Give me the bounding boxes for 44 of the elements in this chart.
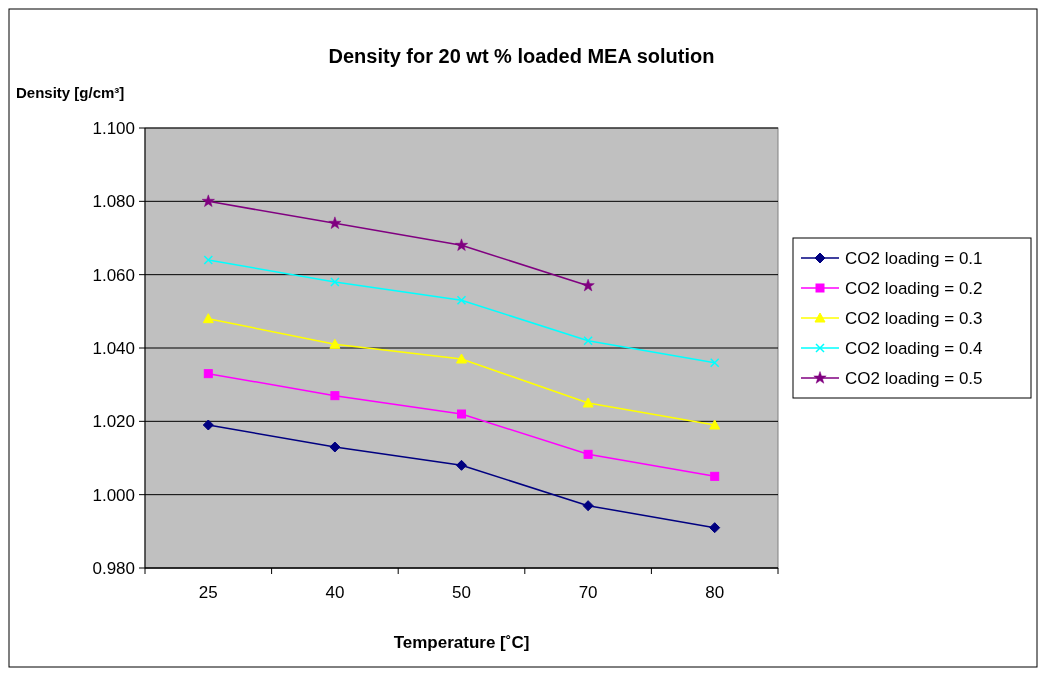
legend-label: CO2 loading = 0.3 bbox=[845, 308, 983, 328]
x-axis-title: Temperature [˚C] bbox=[393, 633, 530, 652]
point bbox=[581, 278, 595, 292]
legend-label: CO2 loading = 0.5 bbox=[845, 368, 983, 388]
y-tick-label: 1.040 bbox=[92, 338, 135, 358]
chart-title: Density for 20 wt % loaded MEA solution bbox=[328, 45, 715, 67]
point bbox=[455, 238, 468, 251]
point bbox=[203, 255, 214, 265]
point bbox=[330, 391, 340, 401]
y-tick-label: 1.060 bbox=[92, 265, 135, 285]
y-tick-label: 1.080 bbox=[92, 192, 135, 212]
x-tick-label: 25 bbox=[198, 583, 218, 602]
point bbox=[709, 419, 721, 430]
y-tick-label: 1.100 bbox=[92, 118, 135, 138]
y-axis-title: Density [g/cm³] bbox=[16, 84, 125, 101]
legend-label: CO2 loading = 0.2 bbox=[845, 278, 983, 298]
x-tick-label: 50 bbox=[452, 583, 471, 602]
point bbox=[329, 338, 341, 349]
legend-label: CO2 loading = 0.4 bbox=[845, 338, 983, 358]
point bbox=[203, 369, 213, 379]
point bbox=[583, 449, 593, 459]
point bbox=[582, 500, 594, 512]
x-tick-label: 80 bbox=[705, 583, 725, 602]
point bbox=[582, 397, 594, 408]
x-tick-label: 40 bbox=[325, 583, 345, 602]
point bbox=[456, 459, 467, 471]
point bbox=[202, 313, 214, 324]
y-tick-label: 1.000 bbox=[92, 485, 135, 505]
point bbox=[330, 277, 340, 287]
point bbox=[201, 194, 215, 207]
y-tick-label: 1.020 bbox=[92, 412, 135, 432]
point bbox=[456, 295, 467, 306]
x-tick-label: 70 bbox=[578, 583, 598, 602]
point bbox=[329, 441, 341, 453]
point bbox=[202, 419, 214, 431]
point bbox=[456, 353, 467, 364]
point bbox=[709, 357, 720, 368]
legend-label: CO2 loading = 0.1 bbox=[845, 248, 983, 268]
point bbox=[583, 335, 593, 346]
point bbox=[709, 522, 721, 534]
point bbox=[328, 216, 342, 229]
y-tick-label: 0.980 bbox=[92, 558, 135, 578]
point bbox=[710, 471, 720, 481]
point bbox=[457, 409, 466, 419]
